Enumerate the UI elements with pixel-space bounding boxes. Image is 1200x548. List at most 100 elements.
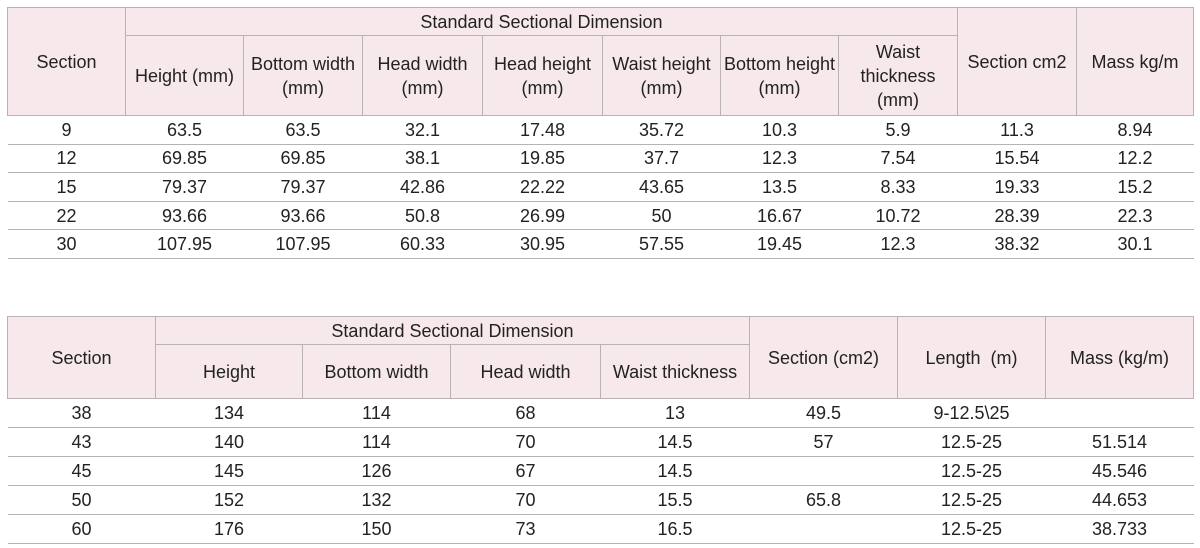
cell: 8.94 (1076, 115, 1194, 145)
cell: 12.3 (838, 229, 958, 259)
cell: 19.45 (720, 229, 839, 259)
cell: 73 (450, 514, 601, 544)
header-cell: Section cm2 (957, 7, 1077, 116)
cell: 12.5-25 (897, 485, 1046, 515)
cell: 16.5 (600, 514, 750, 544)
data-row: 45 145 126 67 14.5 12.5-25 45.546 (7, 456, 1194, 486)
cell: 17.48 (482, 115, 603, 145)
cell: 15.2 (1076, 172, 1194, 202)
cell: 63.5 (125, 115, 244, 145)
data-row: 9 63.5 63.5 32.1 17.48 35.72 10.3 5.9 11.3 8.94 (7, 115, 1194, 145)
cell: 45.546 (1045, 456, 1194, 486)
cell: 79.37 (125, 172, 244, 202)
data-row: 15 79.37 79.37 42.86 22.22 43.65 13.5 8.33 19.33… (7, 172, 1194, 202)
cell: 12.5-25 (897, 456, 1046, 486)
data-row: 43 140 114 70 14.5 57 12.5-25 51.514 (7, 427, 1194, 457)
header-row: Section Standard Sectional Dimension Secti… (7, 7, 1194, 116)
cell: 50 (602, 200, 721, 231)
cell: 60 (7, 514, 156, 544)
cell: 70 (450, 427, 601, 457)
cell: 60.33 (362, 229, 483, 259)
cell: 15 (7, 172, 126, 202)
cell: 32.1 (362, 115, 483, 145)
cell: 79.37 (243, 172, 363, 202)
cell: 14.5 (600, 456, 750, 486)
data-row: 12 69.85 69.85 38.1 19.85 37.7 12.3 7.54 15.54 12… (7, 143, 1194, 174)
cell: 9-12.5\25 (897, 398, 1046, 428)
cell: 43.65 (602, 172, 721, 202)
cell: 19.33 (957, 172, 1077, 202)
cell: 57 (749, 427, 898, 457)
cell: 126 (302, 456, 451, 486)
header-cell: Waist thickness (600, 344, 750, 399)
header-cell: Bottom width (mm) (243, 35, 363, 116)
data-row: 38 134 114 68 13 49.5 9-12.5\25 (7, 398, 1194, 428)
cell: 26.99 (482, 200, 603, 231)
cell: 50 (7, 485, 156, 515)
cell: 65.8 (749, 485, 898, 515)
cell: 38.32 (957, 229, 1077, 259)
cell: 30.1 (1076, 229, 1194, 259)
cell: 132 (302, 485, 451, 515)
cell: 16.67 (720, 200, 839, 231)
group-header: Standard Sectional Dimension (155, 316, 750, 345)
cell: 51.514 (1045, 427, 1194, 457)
cell: 22 (7, 200, 126, 231)
cell: 50.8 (362, 200, 483, 231)
cell: 93.66 (243, 200, 363, 231)
cell: 70 (450, 485, 601, 515)
cell: 69.85 (125, 143, 244, 174)
cell: 22.3 (1076, 200, 1194, 231)
cell: 42.86 (362, 172, 483, 202)
cell: 107.95 (125, 229, 244, 259)
cell: 37.7 (602, 143, 721, 174)
cell: 35.72 (602, 115, 721, 145)
cell: 30 (7, 229, 126, 259)
cell (749, 514, 898, 544)
cell: 12.2 (1076, 143, 1194, 174)
data-row: 60 176 150 73 16.5 12.5-25 38.733 (7, 514, 1194, 544)
data-row: 22 93.66 93.66 50.8 26.99 50 16.67 10.72 28.39 22… (7, 200, 1194, 231)
cell: 8.33 (838, 172, 958, 202)
cell: 38.1 (362, 143, 483, 174)
cell: 67 (450, 456, 601, 486)
cell: 57.55 (602, 229, 721, 259)
header-cell: Height (155, 344, 303, 399)
cell: 68 (450, 398, 601, 428)
cell: 114 (302, 398, 451, 428)
cell: 19.85 (482, 143, 603, 174)
header-cell: Waist thickness (mm) (838, 35, 958, 116)
header-row: Height (mm) Bottom width (mm) Head width (… (8, 35, 1194, 116)
cell: 11.3 (957, 115, 1077, 145)
cell: 49.5 (749, 398, 898, 428)
cell (749, 456, 898, 486)
header-cell: Mass (kg/m) (1045, 316, 1194, 399)
cell: 134 (155, 398, 303, 428)
cell: 12.3 (720, 143, 839, 174)
cell: 22.22 (482, 172, 603, 202)
cell: 12 (7, 143, 126, 174)
cell: 9 (7, 115, 126, 145)
data-row: 50 152 132 70 15.5 65.8 12.5-25 44.653 (7, 485, 1194, 515)
cell: 13 (600, 398, 750, 428)
cell: 30.95 (482, 229, 603, 259)
cell: 38.733 (1045, 514, 1194, 544)
header-cell: Section (7, 7, 126, 116)
rail-table-light: Section Standard Sectional Dimension Secti… (7, 7, 1194, 259)
cell: 150 (302, 514, 451, 544)
header-cell: Head width (mm) (362, 35, 483, 116)
cell: 38 (7, 398, 156, 428)
cell: 7.54 (838, 143, 958, 174)
data-row: 30 107.95 107.95 60.33 30.95 57.55 19.45 12.3 38… (7, 229, 1194, 259)
header-cell: Head height (mm) (482, 35, 603, 116)
header-cell: Height (mm) (125, 35, 244, 116)
header-cell: Length (m) (897, 316, 1046, 399)
header-cell: Waist height (mm) (602, 35, 721, 116)
header-cell: Section (cm2) (749, 316, 898, 399)
cell: 15.54 (957, 143, 1077, 174)
cell: 15.5 (600, 485, 750, 515)
cell (1045, 398, 1194, 428)
header-cell: Mass kg/m (1076, 7, 1194, 116)
cell: 12.5-25 (897, 427, 1046, 457)
